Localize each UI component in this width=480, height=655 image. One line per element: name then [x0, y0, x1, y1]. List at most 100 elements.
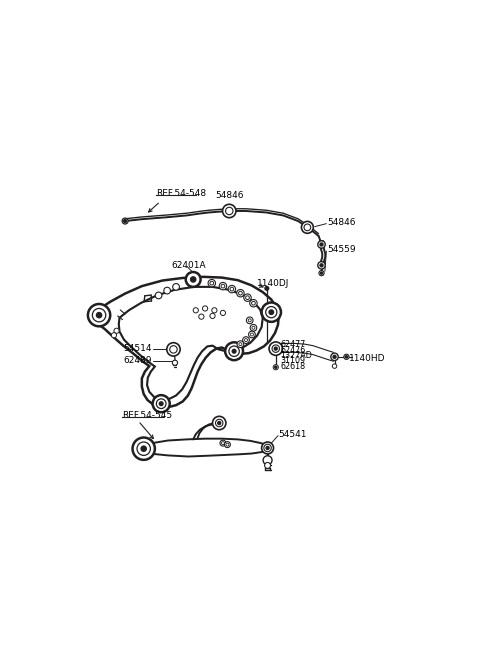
Circle shape	[250, 324, 257, 331]
Text: 54559: 54559	[327, 245, 356, 254]
Circle shape	[265, 286, 269, 290]
Circle shape	[137, 442, 150, 455]
Circle shape	[164, 288, 170, 294]
Circle shape	[237, 341, 244, 348]
Circle shape	[251, 333, 253, 336]
Circle shape	[210, 313, 215, 318]
Circle shape	[223, 204, 236, 217]
Circle shape	[275, 366, 277, 368]
Circle shape	[225, 343, 243, 360]
Text: 1140DJ: 1140DJ	[257, 278, 289, 288]
Circle shape	[272, 345, 279, 352]
Circle shape	[250, 299, 257, 307]
Circle shape	[228, 286, 236, 293]
Text: 31109: 31109	[280, 356, 305, 365]
Circle shape	[252, 326, 255, 329]
Text: 62401A: 62401A	[172, 261, 206, 270]
Text: 62477: 62477	[280, 341, 306, 349]
Circle shape	[262, 303, 281, 322]
Circle shape	[246, 296, 249, 299]
Circle shape	[208, 280, 216, 287]
Circle shape	[203, 306, 208, 311]
Circle shape	[220, 310, 226, 316]
Circle shape	[274, 347, 277, 350]
Circle shape	[159, 402, 163, 405]
Circle shape	[92, 309, 106, 322]
Circle shape	[264, 462, 271, 468]
Circle shape	[193, 308, 198, 313]
Circle shape	[122, 218, 128, 224]
Circle shape	[246, 317, 253, 324]
Circle shape	[273, 365, 278, 370]
Circle shape	[172, 360, 178, 365]
Circle shape	[221, 441, 225, 445]
Circle shape	[239, 343, 242, 346]
Circle shape	[344, 354, 349, 360]
Text: 62476: 62476	[280, 346, 305, 354]
Text: REF.54-548: REF.54-548	[156, 189, 206, 198]
Circle shape	[239, 291, 242, 295]
Circle shape	[218, 422, 221, 424]
Circle shape	[232, 349, 236, 353]
Circle shape	[226, 443, 229, 446]
Circle shape	[229, 346, 240, 356]
Circle shape	[155, 292, 162, 299]
Circle shape	[220, 440, 226, 446]
Circle shape	[124, 219, 127, 223]
Circle shape	[321, 272, 323, 274]
Circle shape	[320, 243, 323, 246]
Circle shape	[132, 438, 155, 460]
Circle shape	[332, 364, 337, 368]
Text: 54846: 54846	[327, 217, 356, 227]
Circle shape	[331, 353, 338, 360]
Text: 1140HD: 1140HD	[349, 354, 386, 363]
Circle shape	[167, 343, 180, 356]
Circle shape	[213, 417, 226, 430]
Circle shape	[230, 288, 234, 291]
Circle shape	[319, 271, 324, 276]
Circle shape	[269, 342, 282, 355]
Circle shape	[266, 307, 277, 318]
Circle shape	[216, 419, 223, 427]
Circle shape	[199, 314, 204, 319]
Circle shape	[210, 281, 214, 285]
Circle shape	[304, 224, 311, 231]
Circle shape	[318, 241, 325, 248]
Text: 54541: 54541	[279, 430, 307, 439]
Circle shape	[301, 221, 313, 233]
Text: REF.54-545: REF.54-545	[122, 411, 173, 420]
Circle shape	[345, 356, 348, 358]
Circle shape	[153, 395, 170, 412]
Circle shape	[111, 333, 117, 338]
Circle shape	[262, 442, 274, 454]
Circle shape	[249, 331, 255, 338]
Circle shape	[221, 284, 225, 288]
Text: 62489: 62489	[124, 356, 152, 365]
Circle shape	[186, 272, 201, 287]
Circle shape	[243, 337, 249, 343]
Circle shape	[269, 310, 274, 314]
Circle shape	[226, 207, 233, 215]
Circle shape	[212, 308, 217, 313]
Circle shape	[252, 301, 255, 305]
Circle shape	[219, 282, 227, 290]
Text: 54846: 54846	[215, 191, 243, 200]
Circle shape	[244, 294, 251, 301]
Circle shape	[264, 444, 271, 452]
Text: 62618: 62618	[280, 362, 305, 371]
Circle shape	[320, 264, 323, 267]
Circle shape	[266, 447, 269, 449]
Text: 1327AD: 1327AD	[280, 351, 312, 360]
Circle shape	[318, 261, 325, 269]
Circle shape	[333, 355, 336, 358]
Circle shape	[88, 304, 110, 326]
Circle shape	[173, 284, 180, 290]
Circle shape	[237, 290, 244, 297]
Circle shape	[263, 456, 272, 464]
Circle shape	[96, 312, 102, 318]
Circle shape	[244, 339, 248, 341]
Circle shape	[191, 277, 196, 282]
Circle shape	[225, 441, 230, 447]
Circle shape	[114, 328, 119, 333]
Circle shape	[156, 399, 166, 409]
